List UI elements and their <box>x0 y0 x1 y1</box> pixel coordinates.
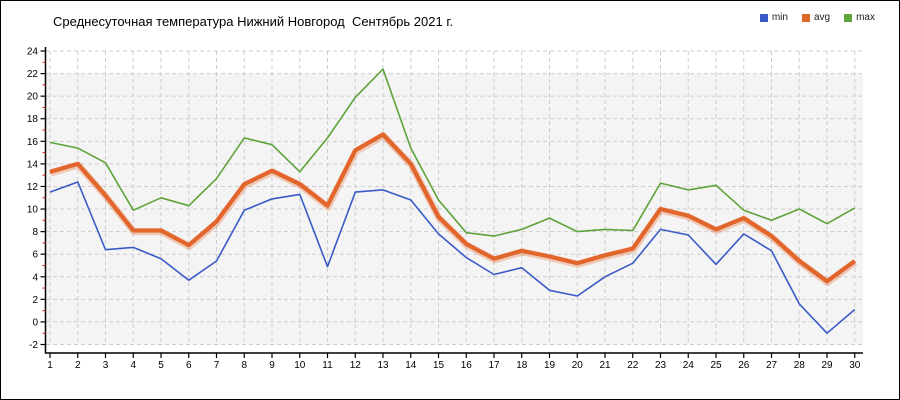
avg-series-line <box>49 132 857 284</box>
x-tick-label: 12 <box>350 360 362 371</box>
y-tick-label: 14 <box>27 159 39 170</box>
x-tick-label: 11 <box>322 360 333 371</box>
max-series-line <box>49 68 856 237</box>
y-tick-label: 2 <box>32 295 38 306</box>
x-tick-label: 23 <box>655 360 667 371</box>
x-tick-label: 20 <box>572 360 584 371</box>
x-tick-label: 3 <box>103 360 109 371</box>
x-tick-label: 16 <box>461 360 473 371</box>
legend-item-max: max <box>844 12 875 23</box>
legend-item-min: min <box>759 12 788 23</box>
y-tick-label: 18 <box>27 114 39 125</box>
legend-label-min: min <box>771 12 788 23</box>
x-tick-label: 10 <box>294 360 306 371</box>
x-tick-label: 17 <box>488 360 500 371</box>
x-tick-label: 22 <box>627 360 639 371</box>
y-tick-label: 4 <box>32 272 38 283</box>
y-tick-label: 22 <box>27 69 39 80</box>
x-tick-label: 24 <box>683 360 695 371</box>
x-tick-label: 21 <box>599 360 611 371</box>
y-tick-label: 8 <box>32 227 38 238</box>
x-tick-label: 13 <box>377 360 389 371</box>
legend-label-avg: avg <box>813 12 831 23</box>
x-tick-label: 25 <box>710 360 722 371</box>
x-tick-label: 28 <box>794 360 806 371</box>
x-tick-label: 27 <box>766 360 778 371</box>
y-tick-label: -2 <box>29 340 38 351</box>
min-series-line <box>49 181 856 335</box>
x-tick-label: 15 <box>433 360 445 371</box>
legend: min avg max <box>759 12 875 23</box>
x-tick-label: 1 <box>47 360 53 371</box>
min-series-swatch <box>759 13 768 22</box>
x-tick-label: 29 <box>821 360 833 371</box>
x-tick-label: 30 <box>849 360 861 371</box>
chart-title: Среднесуточная температура Нижний Новгор… <box>53 14 454 29</box>
x-tick-label: 9 <box>269 360 275 371</box>
x-tick-label: 5 <box>158 360 164 371</box>
x-tick-label: 19 <box>544 360 556 371</box>
y-tick-label: 10 <box>27 205 39 216</box>
legend-item-avg: avg <box>801 12 831 23</box>
y-tick-label: 24 <box>27 47 39 58</box>
y-tick-label: 20 <box>27 92 39 103</box>
x-tick-label: 26 <box>738 360 750 371</box>
y-tick-label: 6 <box>32 250 38 261</box>
x-tick-label: 8 <box>241 360 247 371</box>
max-series-swatch <box>844 13 853 22</box>
avg-series-swatch <box>801 13 810 22</box>
x-tick-label: 4 <box>130 360 136 371</box>
x-tick-label: 18 <box>516 360 528 371</box>
x-tick-label: 14 <box>405 360 417 371</box>
x-tick-label: 7 <box>214 360 220 371</box>
y-tick-label: 16 <box>27 137 39 148</box>
y-tick-label: 12 <box>27 182 39 193</box>
legend-label-max: max <box>856 12 875 23</box>
x-tick-label: 6 <box>186 360 192 371</box>
x-tick-label: 2 <box>75 360 81 371</box>
y-tick-label: 0 <box>32 317 38 328</box>
